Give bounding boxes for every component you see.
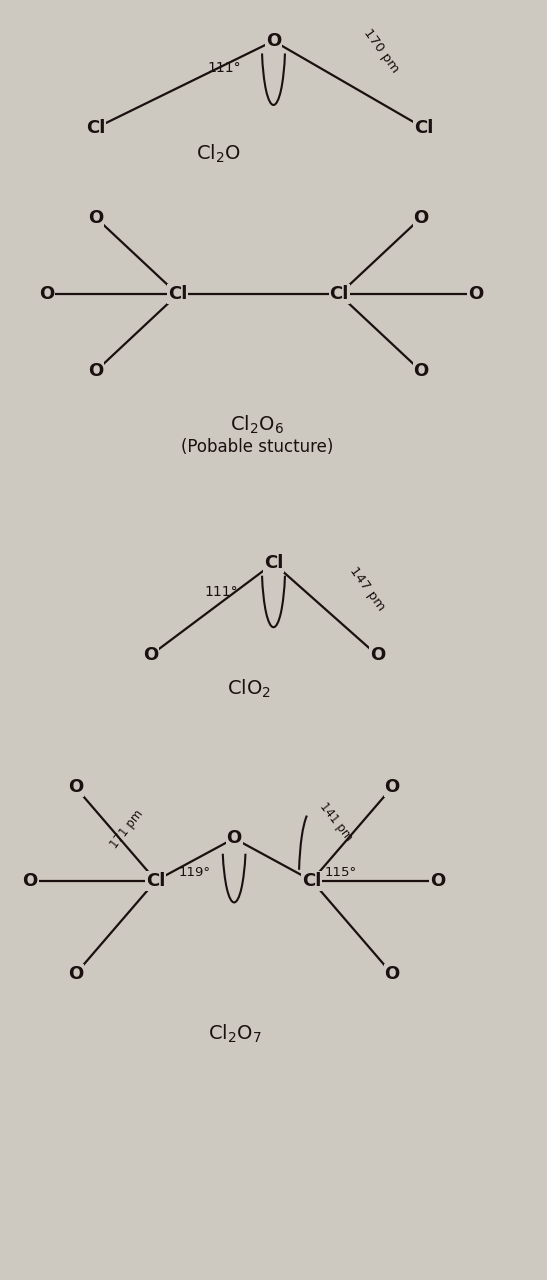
Text: 147 pm: 147 pm [347,564,388,613]
Text: Cl$_2$O$_6$: Cl$_2$O$_6$ [230,413,284,436]
Text: 115°: 115° [324,867,356,879]
Text: 111°: 111° [207,61,241,76]
Text: O: O [430,872,445,890]
Text: O: O [68,778,83,796]
Text: 119°: 119° [178,867,210,879]
Text: O: O [468,285,484,303]
Text: Cl: Cl [146,872,166,890]
Text: O: O [88,209,103,227]
Text: O: O [226,829,242,847]
Text: O: O [88,362,103,380]
Text: Cl: Cl [302,872,322,890]
Text: O: O [68,965,83,983]
Text: Cl: Cl [414,119,434,137]
Text: 170 pm: 170 pm [361,27,401,76]
Text: O: O [39,285,54,303]
Text: Cl: Cl [168,285,188,303]
Text: O: O [414,362,429,380]
Text: O: O [414,209,429,227]
Text: Cl$_2$O: Cl$_2$O [196,142,241,165]
Text: Cl$_2$O$_7$: Cl$_2$O$_7$ [208,1023,262,1046]
Text: ClO$_2$: ClO$_2$ [227,677,271,700]
Text: 141 pm: 141 pm [317,800,355,844]
Text: (Pobable stucture): (Pobable stucture) [181,438,333,456]
Text: Cl: Cl [264,554,283,572]
Text: O: O [385,965,400,983]
Text: O: O [143,646,158,664]
Text: 111°: 111° [205,585,238,599]
Text: O: O [370,646,385,664]
Text: Cl: Cl [86,119,106,137]
Text: O: O [266,32,281,50]
Text: O: O [22,872,38,890]
Text: Cl: Cl [329,285,349,303]
Text: O: O [385,778,400,796]
Text: 171 pm: 171 pm [108,808,146,851]
